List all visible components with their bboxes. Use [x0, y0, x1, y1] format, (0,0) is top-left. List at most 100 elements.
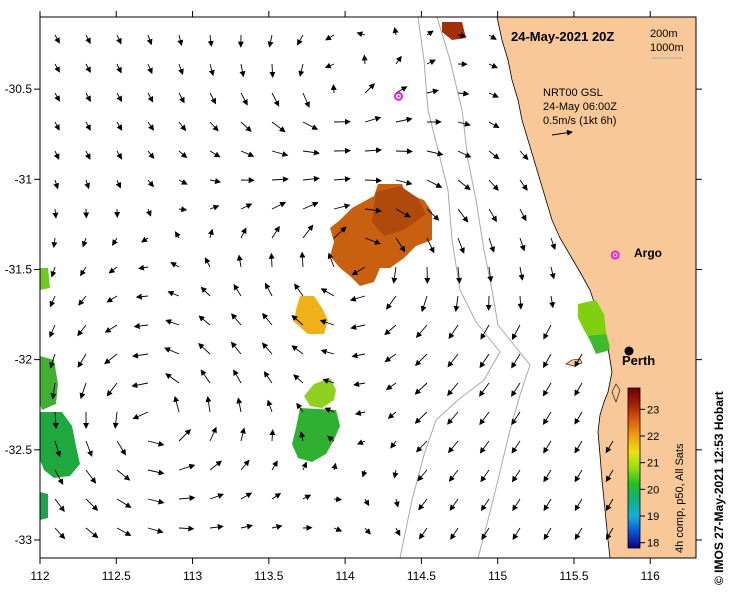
current-vector-arrow: [519, 237, 526, 252]
current-vector-arrow: [269, 429, 276, 442]
current-vector-arrow: [392, 27, 399, 36]
current-vector-arrow: [178, 63, 184, 76]
current-vector-arrow: [457, 32, 467, 39]
current-vector-arrow: [574, 469, 583, 483]
current-vector-arrow: [364, 207, 382, 214]
current-vector-arrow: [574, 382, 583, 397]
current-vector-arrow: [85, 150, 91, 160]
current-vector-arrow: [198, 343, 211, 355]
current-vector-arrow: [240, 203, 253, 210]
perth-marker: [624, 346, 634, 356]
current-vector-arrow: [112, 237, 118, 246]
current-vector-arrow: [268, 252, 275, 268]
current-vector-arrow: [147, 469, 165, 476]
current-vector-arrow: [605, 498, 614, 512]
current-vector-arrow: [457, 90, 470, 97]
y-tick-label: -31: [15, 172, 33, 186]
current-vector-arrow: [330, 84, 337, 94]
current-vector-arrow: [322, 378, 335, 384]
current-vector-arrow: [426, 88, 439, 95]
x-tick-label: 113.5: [254, 569, 283, 583]
current-vector-arrow: [354, 409, 366, 416]
current-vector-arrow: [178, 463, 196, 471]
current-vector-arrow: [178, 206, 188, 213]
current-vector-arrow: [574, 498, 583, 512]
current-vector-arrow: [80, 266, 87, 277]
isobath-200m: [436, 17, 531, 558]
x-tick-label: 114.5: [407, 569, 436, 583]
current-vector-arrow: [449, 498, 459, 511]
current-vector-arrow: [511, 469, 521, 483]
current-vector-arrow: [456, 266, 463, 284]
current-vector-arrow: [417, 469, 428, 482]
current-vector-arrow: [209, 204, 220, 211]
current-vector-arrow: [457, 120, 471, 127]
current-vector-arrow: [605, 527, 614, 541]
current-vector-arrow: [54, 469, 64, 485]
colorbar-tick-label: 22: [647, 431, 659, 443]
current-vector-arrow: [512, 527, 521, 541]
current-vector-arrow: [164, 347, 180, 355]
current-vector-arrow: [390, 440, 397, 449]
current-vector-arrow: [384, 353, 397, 363]
current-vector-arrow: [240, 227, 247, 239]
current-vector-arrow: [605, 440, 614, 454]
current-vector-arrow: [426, 208, 440, 221]
current-vector-arrow: [116, 92, 122, 103]
current-vector-arrow: [543, 527, 552, 541]
current-vector-arrow: [543, 324, 552, 340]
current-vector-arrow: [116, 469, 131, 481]
sst-patch-coastal-green: [588, 334, 610, 354]
current-vector-arrow: [349, 295, 366, 302]
current-vector-arrow: [327, 435, 335, 442]
current-vector-arrow: [52, 411, 59, 429]
current-vector-arrow: [574, 440, 583, 454]
current-vector-arrow: [147, 498, 165, 505]
current-vector-arrow: [178, 428, 192, 442]
current-vector-arrow: [488, 208, 497, 223]
current-vector-arrow: [420, 295, 428, 313]
current-vector-arrow: [240, 459, 250, 471]
current-vector-arrow: [395, 148, 413, 155]
current-vector-arrow: [448, 324, 459, 340]
current-vector-arrow: [302, 149, 320, 156]
current-vector-arrow: [333, 526, 343, 532]
current-vector-arrow: [457, 179, 471, 191]
current-vector-arrow: [53, 150, 60, 160]
current-vector-arrow: [393, 498, 400, 508]
current-vector-arrow: [550, 237, 557, 251]
current-vector-arrow: [78, 295, 87, 306]
current-vector-arrow: [549, 295, 556, 309]
x-tick-label: 112: [30, 569, 49, 583]
current-vector-arrow: [395, 237, 406, 253]
current-vector-arrow: [301, 461, 308, 471]
current-vector-arrow: [116, 63, 122, 74]
current-vector-arrow: [204, 257, 211, 268]
current-vector-arrow: [302, 201, 319, 210]
current-vector-arrow: [236, 254, 243, 268]
current-vector-arrow: [364, 527, 371, 535]
current-vector-arrow: [178, 179, 188, 185]
current-vector-arrow: [364, 177, 382, 184]
current-vector-arrow: [333, 496, 343, 503]
current-vector-arrow: [146, 208, 152, 217]
argo-label: Argo: [634, 246, 662, 260]
current-vector-arrow: [549, 266, 556, 280]
sst-patch-west-4: [40, 492, 48, 520]
current-vector-arrow: [447, 411, 459, 425]
product-name: NRT00 GSL: [543, 87, 603, 99]
current-vector-arrow: [333, 203, 351, 210]
current-vector-arrow: [320, 288, 335, 297]
current-vector-arrow: [361, 54, 368, 65]
current-vector-arrow: [267, 34, 274, 48]
current-vector-arrow: [81, 237, 88, 248]
current-vector-arrow: [271, 92, 280, 107]
current-vector-arrow: [106, 295, 118, 303]
current-vector-arrow: [294, 283, 304, 297]
current-vector-arrow: [394, 527, 401, 537]
current-vector-arrow: [293, 374, 304, 384]
current-vector-arrow: [240, 492, 253, 500]
current-vector-arrow: [511, 353, 521, 369]
current-vector-arrow: [327, 252, 335, 268]
current-vector-arrow: [85, 469, 97, 484]
